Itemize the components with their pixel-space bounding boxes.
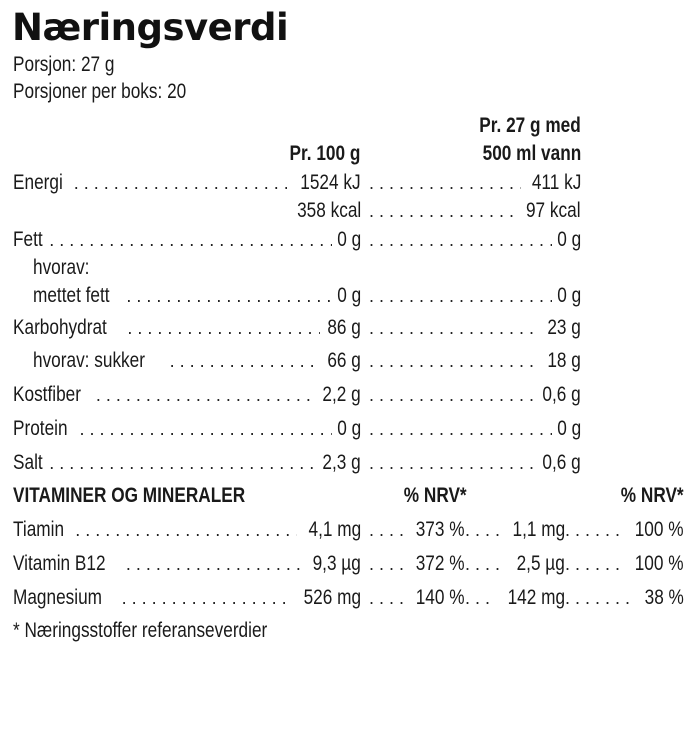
nutrient-value: 100 % — [635, 518, 684, 541]
nutrient-value: 1524 kJ — [300, 171, 361, 194]
nutrient-label: Protein — [13, 417, 68, 440]
nutrient-value: 38 % — [644, 586, 684, 609]
leader-dots — [369, 169, 521, 197]
nutrient-label: Magnesium — [13, 586, 103, 609]
nutrient-label: hvorav: sukker — [33, 349, 145, 372]
nutrient-value: 97 kcal — [526, 199, 581, 222]
nutrient-label: Karbohydrat — [13, 316, 107, 339]
nutrient-value: 0 g — [557, 284, 581, 307]
leader-dots — [369, 550, 405, 578]
leader-dots — [49, 226, 332, 254]
nutrient-value: 66 g — [327, 349, 361, 372]
nutrient-value: 2,3 g — [322, 451, 361, 474]
leader-dots — [465, 516, 501, 544]
leader-dots — [126, 282, 331, 310]
leader-dots — [369, 197, 514, 225]
nrv-header-per-100g: % NRV* — [404, 484, 467, 507]
nutrient-label: Vitamin B12 — [13, 552, 106, 575]
nutrient-label: Energi — [13, 171, 63, 194]
nutrient-value: 0 g — [337, 417, 361, 440]
leader-dots — [565, 516, 624, 544]
nutrient-value: 23 g — [547, 316, 581, 339]
leader-dots — [170, 347, 321, 375]
nutrient-value: 142 mg — [507, 586, 565, 609]
nutrient-label: Salt — [13, 451, 43, 474]
nutrient-value: 411 kJ — [531, 171, 581, 194]
leader-dots — [369, 415, 552, 443]
vitamins-heading: VITAMINER OG MINERALER — [13, 484, 246, 507]
leader-dots — [122, 584, 291, 612]
leader-dots — [369, 584, 405, 612]
leader-dots — [74, 169, 288, 197]
servings-per-box: Porsjoner per boks: 20 — [13, 80, 187, 103]
nutrient-value: 140 % — [416, 586, 465, 609]
leader-dots — [565, 584, 636, 612]
leader-dots — [369, 516, 405, 544]
leader-dots — [565, 550, 624, 578]
nutrient-value: 0 g — [557, 228, 581, 251]
nutrient-value: 0,6 g — [542, 383, 581, 406]
nutrient-value: 86 g — [327, 316, 361, 339]
nutrient-label: Kostfiber — [13, 383, 81, 406]
leader-dots — [80, 415, 332, 443]
header-per-serving-line1: Pr. 27 g med — [479, 114, 581, 137]
nutrient-label: Tiamin — [13, 518, 65, 541]
leader-dots — [465, 584, 495, 612]
nutrient-value: 0 g — [337, 228, 361, 251]
nutrient-value: 526 mg — [303, 586, 361, 609]
nutrient-value: 2,5 µg — [516, 552, 565, 575]
page-title: Næringsverdi — [12, 6, 289, 49]
nutrient-value: 0 g — [557, 417, 581, 440]
nutrient-label: mettet fett — [33, 284, 110, 307]
leader-dots — [369, 449, 534, 477]
leader-dots — [369, 282, 552, 310]
nutrient-value: 373 % — [416, 518, 465, 541]
nutrient-label: Fett — [13, 228, 43, 251]
nutrient-value: 18 g — [547, 349, 581, 372]
nutrient-value: 358 kcal — [296, 199, 361, 222]
header-per-serving-line2: 500 ml vann — [482, 142, 581, 165]
leader-dots — [369, 347, 540, 375]
leader-dots — [96, 381, 314, 409]
nutrient-value: 1,1 mg — [512, 518, 565, 541]
leader-dots — [369, 314, 540, 342]
nutrient-value: 2,2 g — [322, 383, 361, 406]
footnote: * Næringsstoffer referanseverdier — [13, 619, 268, 642]
header-per-100g: Pr. 100 g — [289, 142, 360, 165]
nutrient-value: 0,6 g — [542, 451, 581, 474]
leader-dots — [369, 381, 534, 409]
leader-dots — [369, 226, 552, 254]
nutrient-value: 372 % — [416, 552, 465, 575]
nutrient-value: 0 g — [337, 284, 361, 307]
nutrient-value: 9,3 µg — [312, 552, 361, 575]
leader-dots — [75, 516, 297, 544]
nutrient-value: 100 % — [635, 552, 684, 575]
leader-dots — [49, 449, 314, 477]
serving-size: Porsjon: 27 g — [13, 53, 115, 76]
nutrient-value: 4,1 mg — [308, 518, 361, 541]
leader-dots — [126, 550, 302, 578]
leader-dots — [127, 314, 320, 342]
nutrient-label: hvorav: — [33, 256, 90, 279]
leader-dots — [465, 550, 506, 578]
nrv-header-per-serving: % NRV* — [621, 484, 684, 507]
